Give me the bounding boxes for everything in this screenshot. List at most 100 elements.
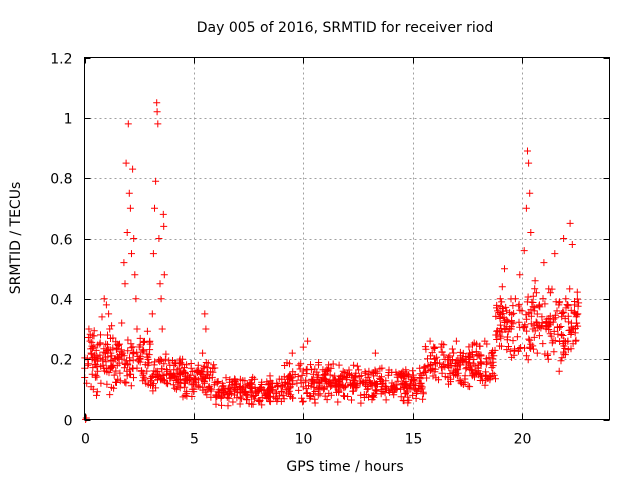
data-point [152, 177, 160, 185]
data-point [527, 320, 535, 328]
data-point [153, 99, 161, 107]
data-point [118, 319, 126, 327]
data-point [521, 344, 528, 352]
data-point [299, 343, 307, 351]
data-point [556, 338, 564, 345]
data-point [565, 318, 573, 326]
data-point [283, 359, 291, 367]
data-point [453, 372, 461, 380]
data-point [563, 301, 571, 309]
data-point [325, 389, 333, 397]
data-point [499, 305, 506, 312]
data-point [104, 341, 111, 349]
data-point [207, 385, 215, 393]
data-point [321, 392, 329, 400]
data-point [127, 344, 135, 352]
data-point [172, 360, 179, 368]
data-point [151, 358, 159, 366]
data-point [129, 356, 137, 364]
data-point [376, 374, 384, 382]
data-point [307, 366, 315, 374]
data-point [224, 402, 232, 410]
data-point [438, 369, 446, 377]
axis-ticks [84, 57, 610, 421]
data-point [348, 396, 355, 404]
data-point [549, 318, 557, 326]
data-point [529, 325, 537, 333]
data-point [455, 361, 463, 369]
data-point [550, 327, 558, 335]
data-point [334, 398, 342, 406]
data-point [474, 351, 482, 359]
data-point [289, 394, 296, 402]
data-point [113, 361, 121, 369]
data-point [363, 385, 371, 393]
data-point [335, 361, 343, 369]
data-point [564, 337, 572, 345]
data-point [157, 356, 165, 364]
data-point [503, 346, 511, 354]
data-point [106, 391, 114, 399]
data-point [225, 394, 233, 402]
data-point [438, 364, 445, 372]
data-point [84, 334, 92, 341]
data-point [203, 370, 211, 378]
data-point [131, 271, 139, 279]
data-point [297, 360, 305, 368]
data-point [92, 346, 100, 354]
data-point [133, 325, 141, 333]
data-point [153, 108, 161, 116]
y-tick-label: 0 [64, 414, 73, 430]
data-point [143, 327, 151, 335]
data-point [372, 387, 380, 395]
data-point [236, 400, 244, 408]
data-point [482, 355, 490, 363]
data-point [497, 334, 505, 342]
data-point [457, 379, 465, 387]
data-point [356, 379, 364, 387]
x-tick-label: 10 [295, 432, 313, 448]
data-point [456, 348, 464, 356]
data-point [365, 367, 373, 375]
data-point [150, 367, 158, 375]
data-point [107, 364, 115, 372]
grid [84, 57, 610, 420]
data-point [112, 367, 120, 375]
data-point [461, 375, 469, 383]
data-point [109, 334, 117, 342]
data-point [176, 384, 184, 392]
data-point [550, 315, 558, 323]
data-point [182, 369, 189, 377]
data-point [493, 304, 500, 312]
data-point [105, 369, 113, 377]
data-point [103, 380, 111, 388]
data-point [382, 377, 390, 385]
data-point [202, 359, 210, 366]
data-point [238, 395, 246, 403]
data-point [166, 361, 174, 369]
data-point [558, 354, 566, 362]
data-point [431, 368, 439, 376]
data-point [323, 396, 331, 404]
data-point [514, 347, 522, 355]
data-point [465, 343, 473, 351]
data-point [476, 342, 484, 350]
data-point [487, 359, 495, 367]
data-point [366, 377, 373, 385]
data-point [311, 395, 319, 403]
data-point [503, 323, 511, 331]
data-point [553, 307, 561, 315]
data-point [198, 374, 206, 382]
data-point [262, 391, 270, 399]
data-point [430, 345, 438, 352]
data-point [449, 356, 456, 363]
data-point [256, 385, 263, 393]
data-point [469, 341, 476, 349]
data-point [533, 310, 541, 318]
data-point [523, 315, 531, 323]
data-point [218, 392, 226, 400]
data-point [114, 375, 122, 383]
data-point [531, 285, 539, 293]
data-point [321, 367, 329, 375]
